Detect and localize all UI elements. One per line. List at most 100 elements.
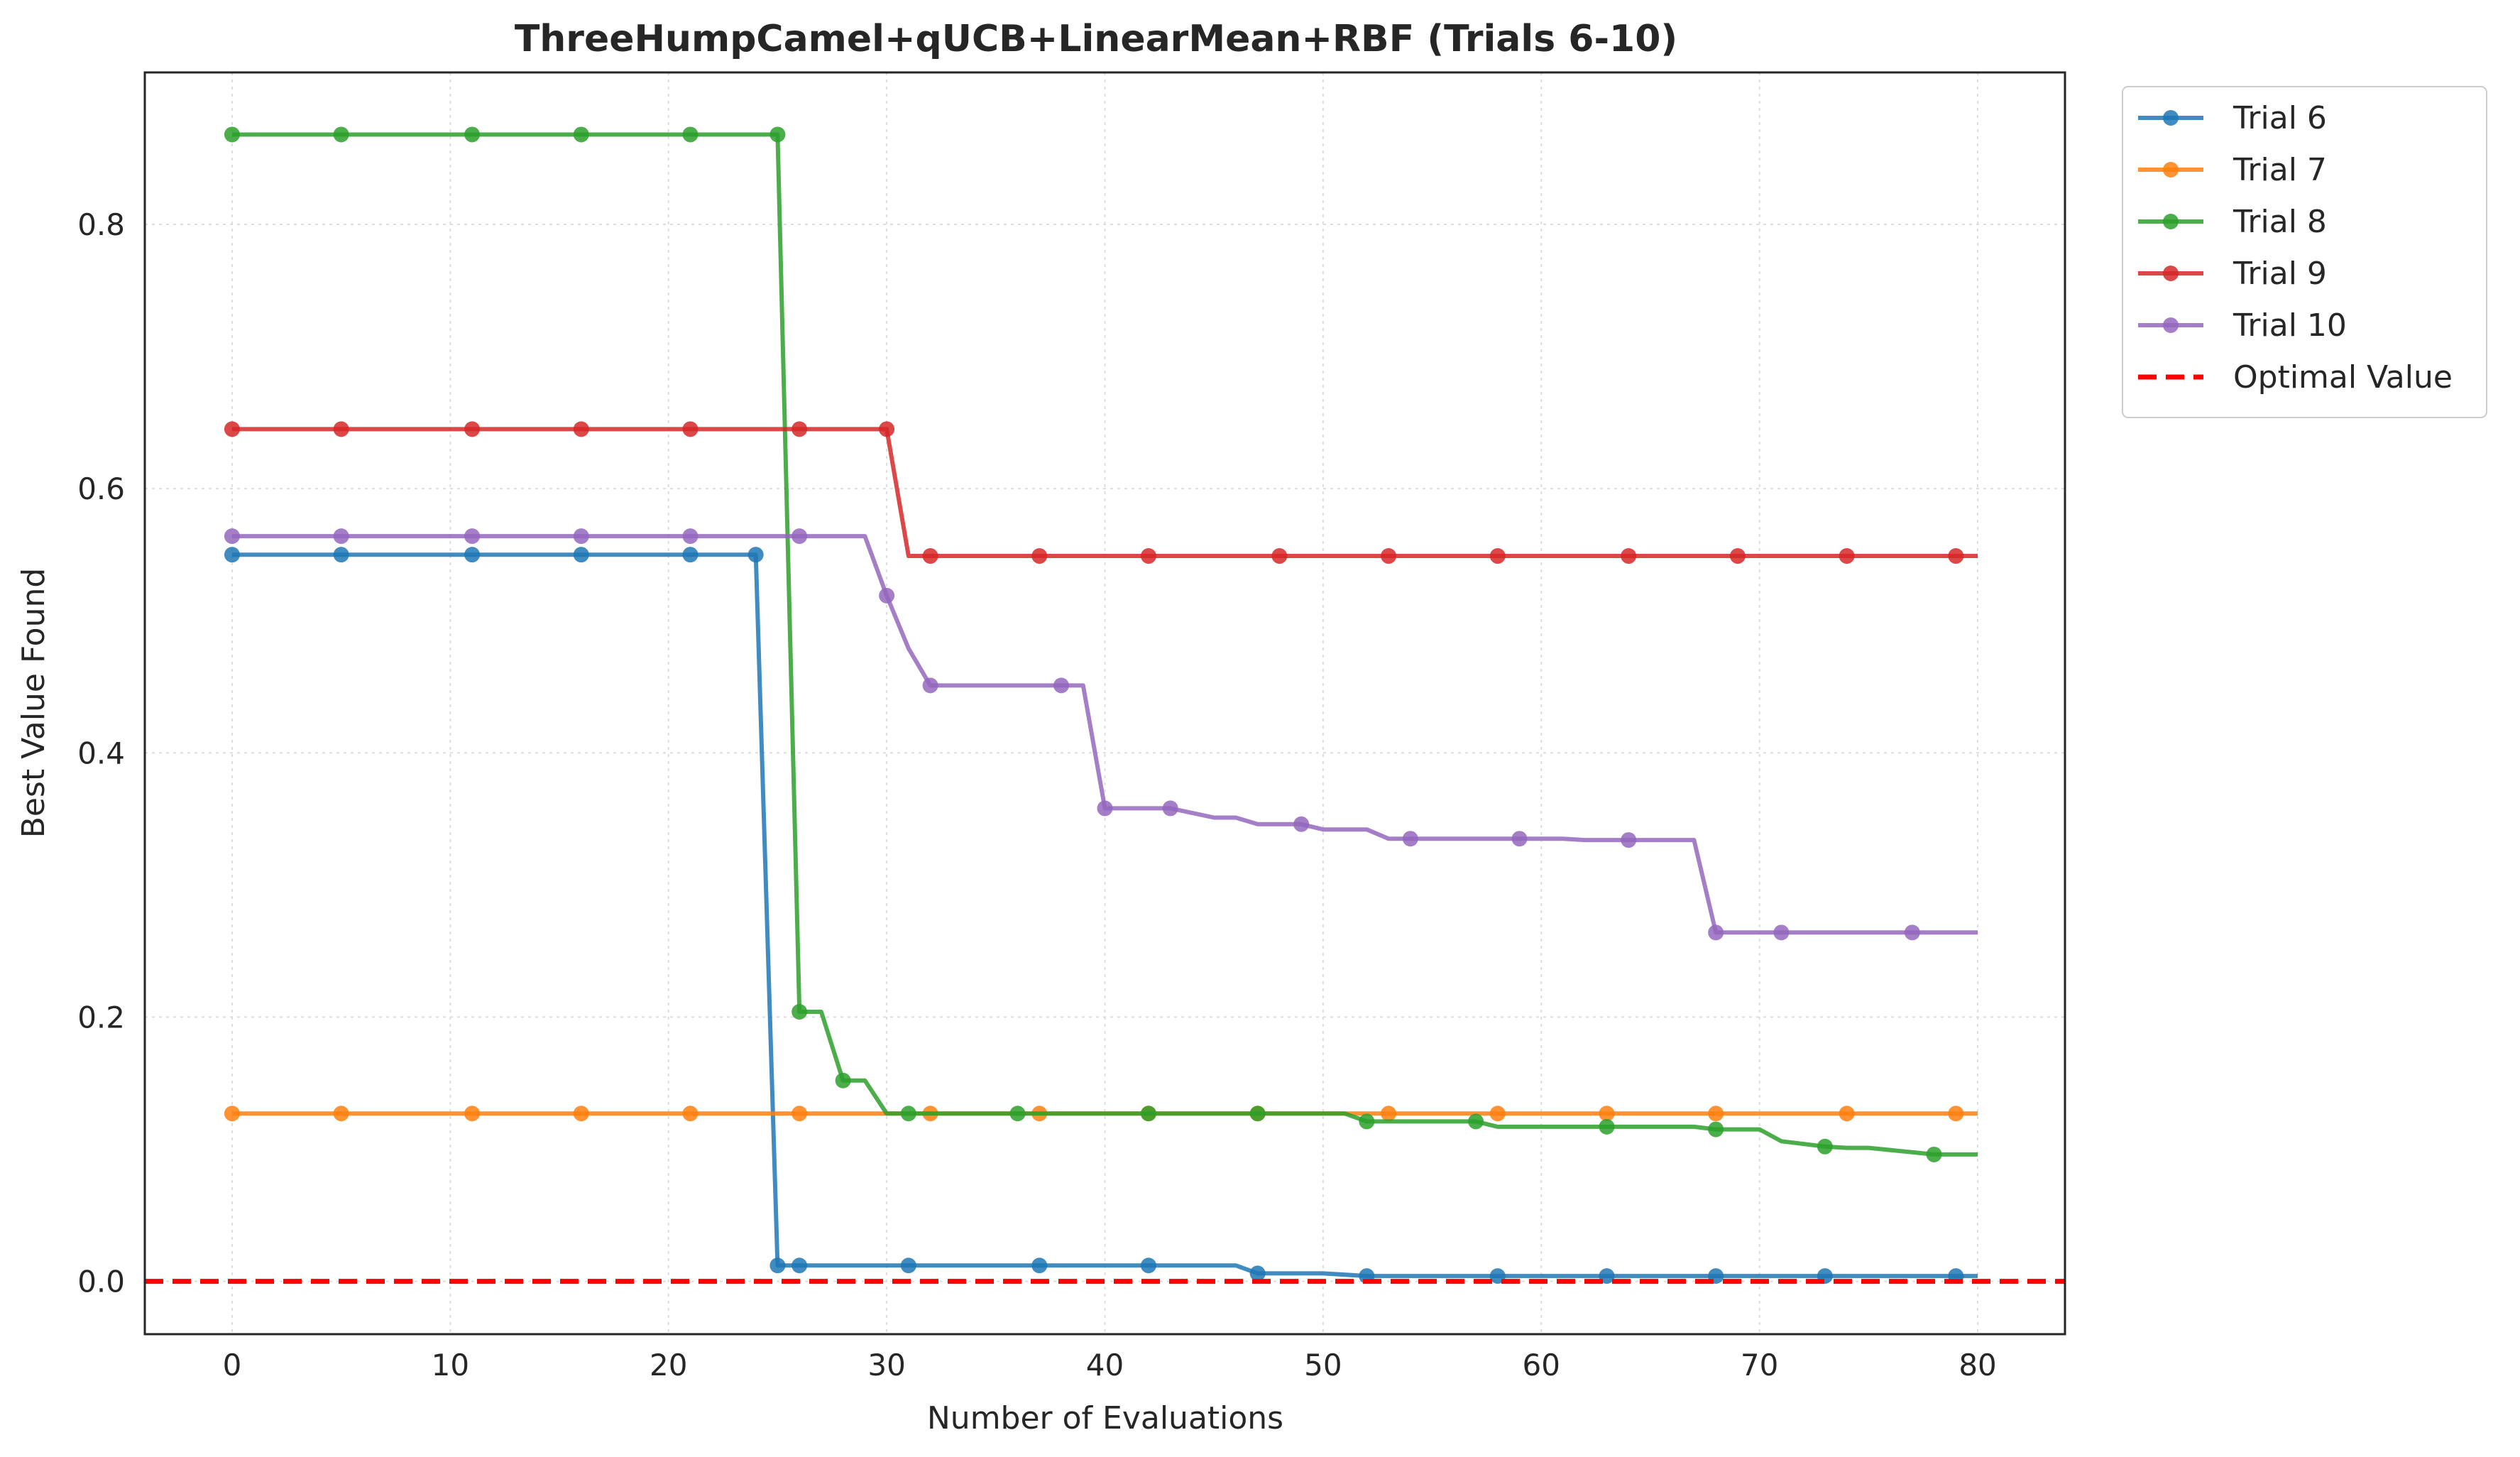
y-tick-label: 0.0 [77,1265,125,1299]
data-point [464,1106,481,1122]
data-point [1097,800,1113,817]
x-tick-label: 0 [223,1348,242,1382]
series-3 [224,126,1978,1162]
data-point [922,548,938,564]
legend-label: Trial 10 [2233,307,2347,344]
x-tick-label: 50 [1304,1348,1342,1382]
data-point [224,421,240,437]
series-4 [224,421,1978,564]
data-point [1031,1257,1048,1274]
data-point [224,126,240,143]
data-point [879,587,895,604]
legend-label: Trial 7 [2233,152,2327,188]
data-point [464,547,481,563]
data-point [1904,924,1920,941]
data-point [747,547,764,563]
data-point [1599,1118,1615,1135]
legend-marker [2163,266,2179,281]
legend-label: Trial 6 [2233,100,2327,136]
legend-box [2122,86,2487,418]
data-point [791,1257,808,1274]
data-point [900,1257,916,1274]
x-axis-ticks: 0 10 20 30 40 50 60 70 80 [223,1348,1997,1382]
data-point [1948,1106,1964,1122]
data-point [1708,1121,1724,1137]
data-point [1729,548,1746,564]
data-point [791,528,808,545]
data-point [1708,1106,1724,1122]
series-5 [224,528,1978,941]
x-tick-label: 10 [432,1348,469,1382]
data-point [1599,1106,1615,1122]
data-point [1817,1138,1833,1155]
legend-item: Trial 10 [2138,307,2347,344]
data-point [1293,816,1310,832]
data-point [900,1106,916,1122]
data-point [224,528,240,545]
legend-item: Trial 9 [2138,256,2327,292]
data-point [1249,1106,1266,1122]
data-point [682,528,699,545]
data-point [1621,832,1637,848]
data-point [1926,1146,1942,1162]
legend-marker [2163,214,2179,229]
data-point [835,1072,851,1088]
data-point [224,547,240,563]
chart-title: ThreeHumpCamel+qUCB+LinearMean+RBF (Tria… [515,18,1677,60]
plot-frame [143,71,2066,1336]
series-line [232,534,1978,935]
data-point [769,126,786,143]
legend-item: Trial 6 [2138,100,2327,136]
data-point [1773,924,1790,941]
data-point [573,126,589,143]
data-point [1140,1257,1156,1274]
data-point [682,126,699,143]
data-point [573,547,589,563]
y-tick-label: 0.2 [77,1000,125,1035]
data-point [1621,548,1637,564]
legend-item: Trial 7 [2138,152,2327,188]
legend-marker [2163,162,2179,178]
x-tick-label: 30 [867,1348,905,1382]
data-point [1948,548,1964,564]
y-tick-label: 0.8 [77,207,125,242]
data-point [879,421,895,437]
data-point [573,528,589,545]
data-point [1140,548,1156,564]
data-point [464,528,481,545]
data-point [682,547,699,563]
data-point [1839,1106,1855,1122]
data-point [682,421,699,437]
data-point [573,1106,589,1122]
data-point [1839,548,1855,564]
legend-label: Trial 8 [2233,204,2327,240]
data-point [1489,1106,1506,1122]
data-point [573,421,589,437]
data-point [464,421,481,437]
data-point [682,1106,699,1122]
data-point [1381,548,1397,564]
data-point [333,421,349,437]
grid [145,72,2065,1334]
data-point [1009,1106,1026,1122]
y-tick-label: 0.6 [77,471,125,506]
legend-item: Optimal Value [2138,359,2453,395]
data-point [333,528,349,545]
data-point [1489,548,1506,564]
legend-item: Trial 8 [2138,204,2327,240]
y-axis-ticks: 0.0 0.2 0.4 0.6 0.8 [77,207,125,1299]
data-point [1468,1113,1484,1130]
data-point [1511,831,1528,847]
data-point [922,677,938,694]
legend-marker [2163,110,2179,126]
legend-marker [2163,317,2179,333]
x-tick-label: 60 [1523,1348,1560,1382]
y-axis-label: Best Value Found [16,568,52,839]
data-point [791,1003,808,1020]
data-point [464,126,481,143]
series-line [232,427,1978,558]
data-point [1359,1113,1375,1130]
data-point [1031,548,1048,564]
x-tick-label: 40 [1086,1348,1124,1382]
